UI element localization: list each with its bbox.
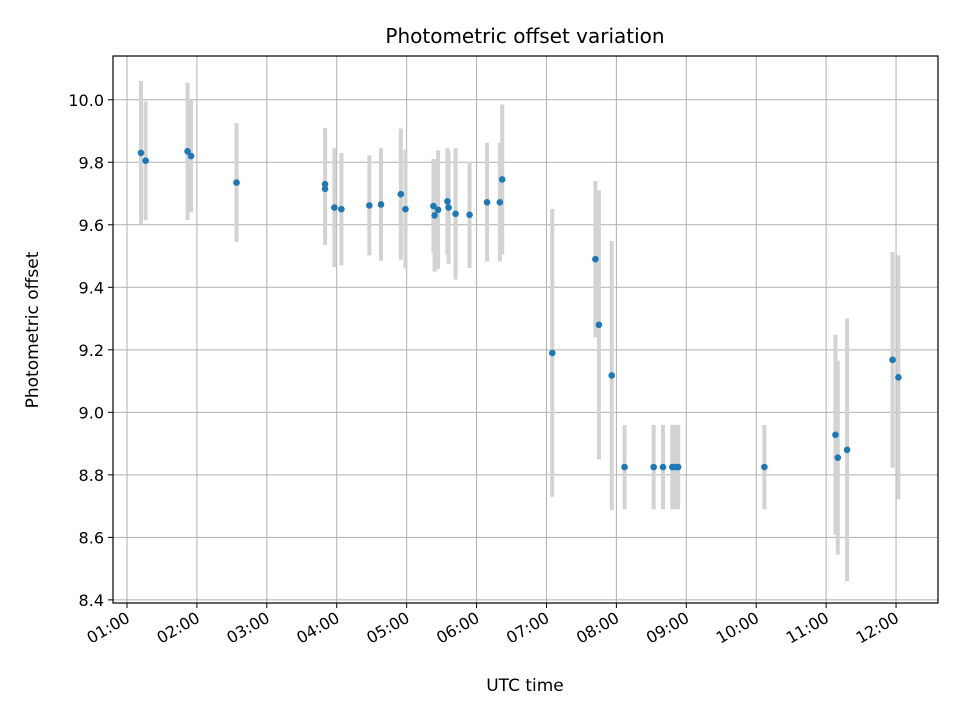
data-point (452, 210, 459, 218)
data-point (674, 463, 682, 471)
data-point (321, 185, 329, 193)
data-point (431, 212, 438, 219)
data-point (434, 206, 442, 214)
data-point (377, 201, 385, 208)
data-point (331, 204, 338, 211)
data-point (761, 463, 768, 471)
data-point (834, 454, 842, 461)
data-point (187, 152, 195, 160)
data-point (184, 148, 191, 155)
data-point (366, 202, 373, 209)
data-point (445, 204, 452, 211)
data-point (659, 463, 667, 471)
y-tick-label: 8.6 (79, 528, 104, 547)
data-point (444, 198, 451, 205)
data-point (496, 198, 504, 206)
y-axis-ticks: 8.4 8.6 8.8 9.0 9.2 9.4 9.6 9.8 10.0 (68, 91, 113, 610)
y-tick-label: 9.0 (79, 403, 104, 422)
y-tick-label: 9.4 (79, 278, 104, 297)
data-point (889, 356, 896, 364)
chart-title: Photometric offset variation (385, 24, 664, 48)
y-tick-label: 9.2 (79, 341, 104, 360)
data-point (549, 349, 556, 357)
data-point (595, 321, 603, 329)
data-point (233, 179, 240, 186)
y-tick-label: 9.8 (79, 153, 104, 172)
data-point (592, 255, 599, 263)
data-point (402, 205, 409, 213)
data-point (483, 198, 491, 206)
data-point (608, 372, 616, 379)
data-point (650, 463, 657, 471)
data-point (621, 463, 628, 471)
data-point (832, 431, 839, 439)
data-point (397, 190, 405, 198)
y-tick-label: 10.0 (68, 91, 104, 110)
y-axis-label: Photometric offset (23, 251, 43, 408)
y-tick-label: 9.6 (79, 216, 104, 235)
data-point (895, 374, 902, 381)
data-point (843, 446, 851, 454)
y-tick-label: 8.4 (79, 591, 104, 610)
grid (113, 56, 938, 603)
plot-frame (112, 55, 939, 604)
y-tick-label: 8.8 (79, 466, 104, 485)
x-axis-label: UTC time (486, 676, 564, 696)
data-point (142, 157, 149, 165)
data-point (338, 205, 345, 213)
data-point (498, 176, 506, 183)
data-point (430, 202, 437, 210)
data-point (137, 149, 145, 157)
data-point (466, 211, 473, 219)
data-point (321, 180, 329, 188)
data-points (137, 148, 902, 471)
